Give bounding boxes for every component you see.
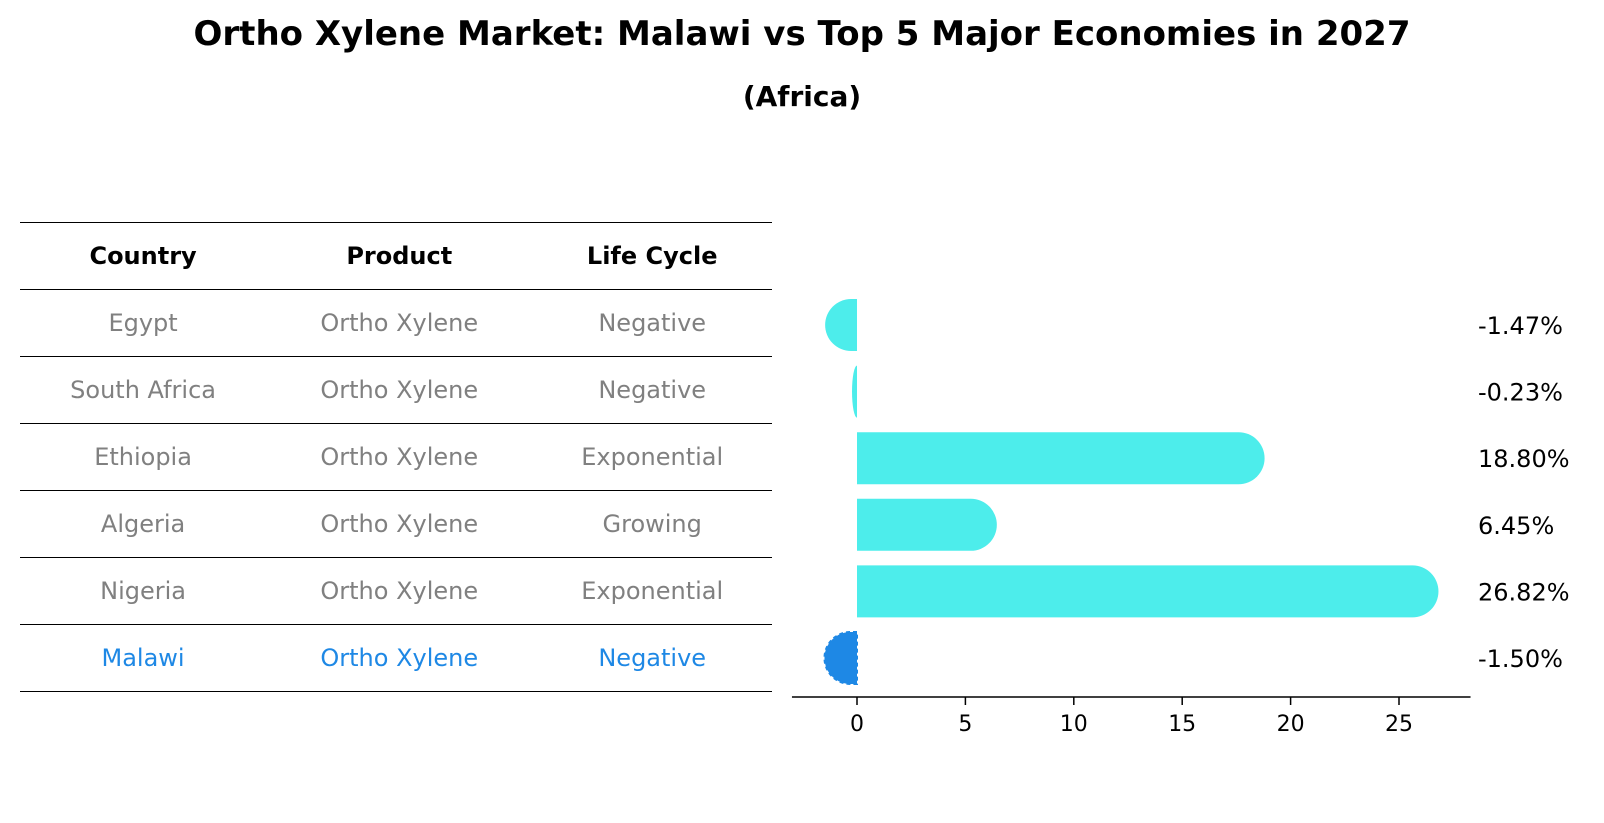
cell-country: Ethiopia — [20, 423, 267, 491]
bar-malawi — [823, 631, 858, 685]
cell-life-cycle: Exponential — [532, 423, 772, 491]
chart-subtitle: (Africa) — [742, 80, 862, 113]
table-row-highlight: Malawi Ortho Xylene Negative — [20, 624, 772, 692]
bar-value-label: -0.23% — [1478, 379, 1563, 407]
header-life-cycle: Life Cycle — [532, 222, 772, 290]
x-tick-label: 0 — [850, 712, 864, 737]
cell-country: Algeria — [20, 490, 267, 558]
table-row: Egypt Ortho Xylene Negative — [20, 289, 772, 357]
cell-country: Nigeria — [20, 557, 267, 625]
table-row: Ethiopia Ortho Xylene Exponential — [20, 423, 772, 491]
cell-product: Ortho Xylene — [266, 557, 533, 625]
x-tick-label: 25 — [1385, 712, 1413, 737]
x-tick-label: 10 — [1060, 712, 1088, 737]
cell-country: Egypt — [20, 289, 267, 357]
table-row: South Africa Ortho Xylene Negative — [20, 356, 772, 424]
cell-product: Ortho Xylene — [266, 289, 533, 357]
table-header-row: Country Product Life Cycle — [20, 222, 772, 290]
cell-product: Ortho Xylene — [266, 356, 533, 424]
chart-title: Ortho Xylene Market: Malawi vs Top 5 Maj… — [193, 14, 1411, 54]
cell-life-cycle: Negative — [532, 624, 772, 692]
table-row: Nigeria Ortho Xylene Exponential — [20, 557, 772, 625]
table-row: Algeria Ortho Xylene Growing — [20, 490, 772, 558]
bar-value-label: 26.82% — [1478, 578, 1570, 606]
cell-product: Ortho Xylene — [266, 624, 533, 692]
cell-product: Ortho Xylene — [266, 490, 533, 558]
cell-country: Malawi — [20, 624, 267, 692]
comparison-table: Country Product Life Cycle Egypt Ortho X… — [20, 222, 772, 692]
x-tick-label: 15 — [1168, 712, 1196, 737]
cell-life-cycle: Growing — [532, 490, 772, 558]
bar-ethiopia — [857, 432, 1265, 485]
header-product: Product — [266, 222, 533, 290]
bar-value-label: 6.45% — [1478, 512, 1554, 540]
bar-south-africa — [852, 365, 857, 418]
bar-nigeria — [857, 565, 1439, 618]
bar-algeria — [857, 498, 997, 551]
header-country: Country — [20, 222, 267, 290]
bar-value-label: -1.50% — [1478, 645, 1563, 673]
cell-life-cycle: Negative — [532, 289, 772, 357]
x-tick-label: 5 — [958, 712, 972, 737]
bar-value-label: -1.47% — [1478, 312, 1563, 340]
cell-country: South Africa — [20, 356, 267, 424]
bar-egypt — [825, 299, 857, 351]
x-tick-label: 20 — [1277, 712, 1305, 737]
cell-life-cycle: Negative — [532, 356, 772, 424]
cell-life-cycle: Exponential — [532, 557, 772, 625]
cell-product: Ortho Xylene — [266, 423, 533, 491]
bar-value-label: 18.80% — [1478, 445, 1570, 473]
